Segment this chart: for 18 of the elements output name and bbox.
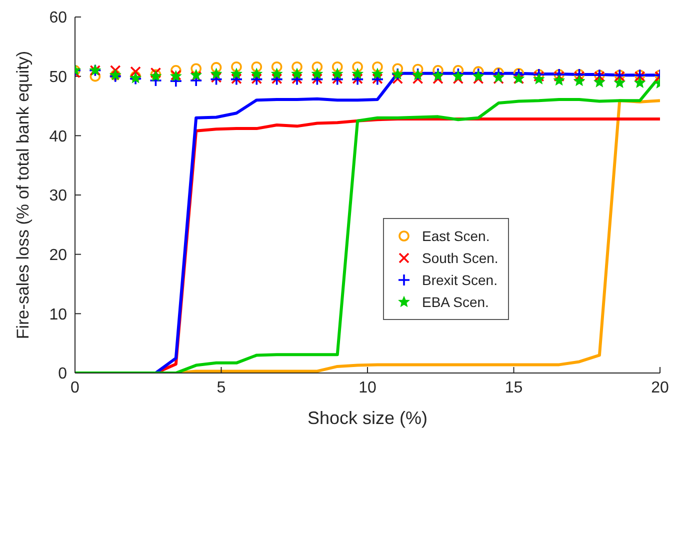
y-tick-label: 60: [49, 10, 68, 27]
x-axis-title: Shock size (%): [307, 408, 428, 428]
legend-label: East Scen.: [422, 228, 490, 244]
x-tick-label: 5: [216, 379, 226, 396]
x-tick-label: 10: [358, 379, 376, 396]
y-tick-label: 0: [58, 366, 68, 383]
x-tick-label: 0: [70, 379, 80, 396]
y-tick-label: 40: [49, 128, 68, 146]
legend-label: South Scen.: [422, 250, 498, 266]
y-tick-label: 10: [49, 306, 68, 324]
x-tick-label: 15: [504, 379, 523, 396]
y-axis-title: Fire-sales loss (% of total bank equity): [13, 50, 32, 340]
legend-label: EBA Scen.: [422, 294, 489, 310]
y-tick-label: 30: [49, 188, 68, 205]
y-tick-label: 20: [49, 247, 68, 264]
y-tick-label: 50: [49, 69, 68, 86]
legend-label: Brexit Scen.: [422, 272, 498, 288]
x-tick-label: 20: [651, 379, 669, 396]
